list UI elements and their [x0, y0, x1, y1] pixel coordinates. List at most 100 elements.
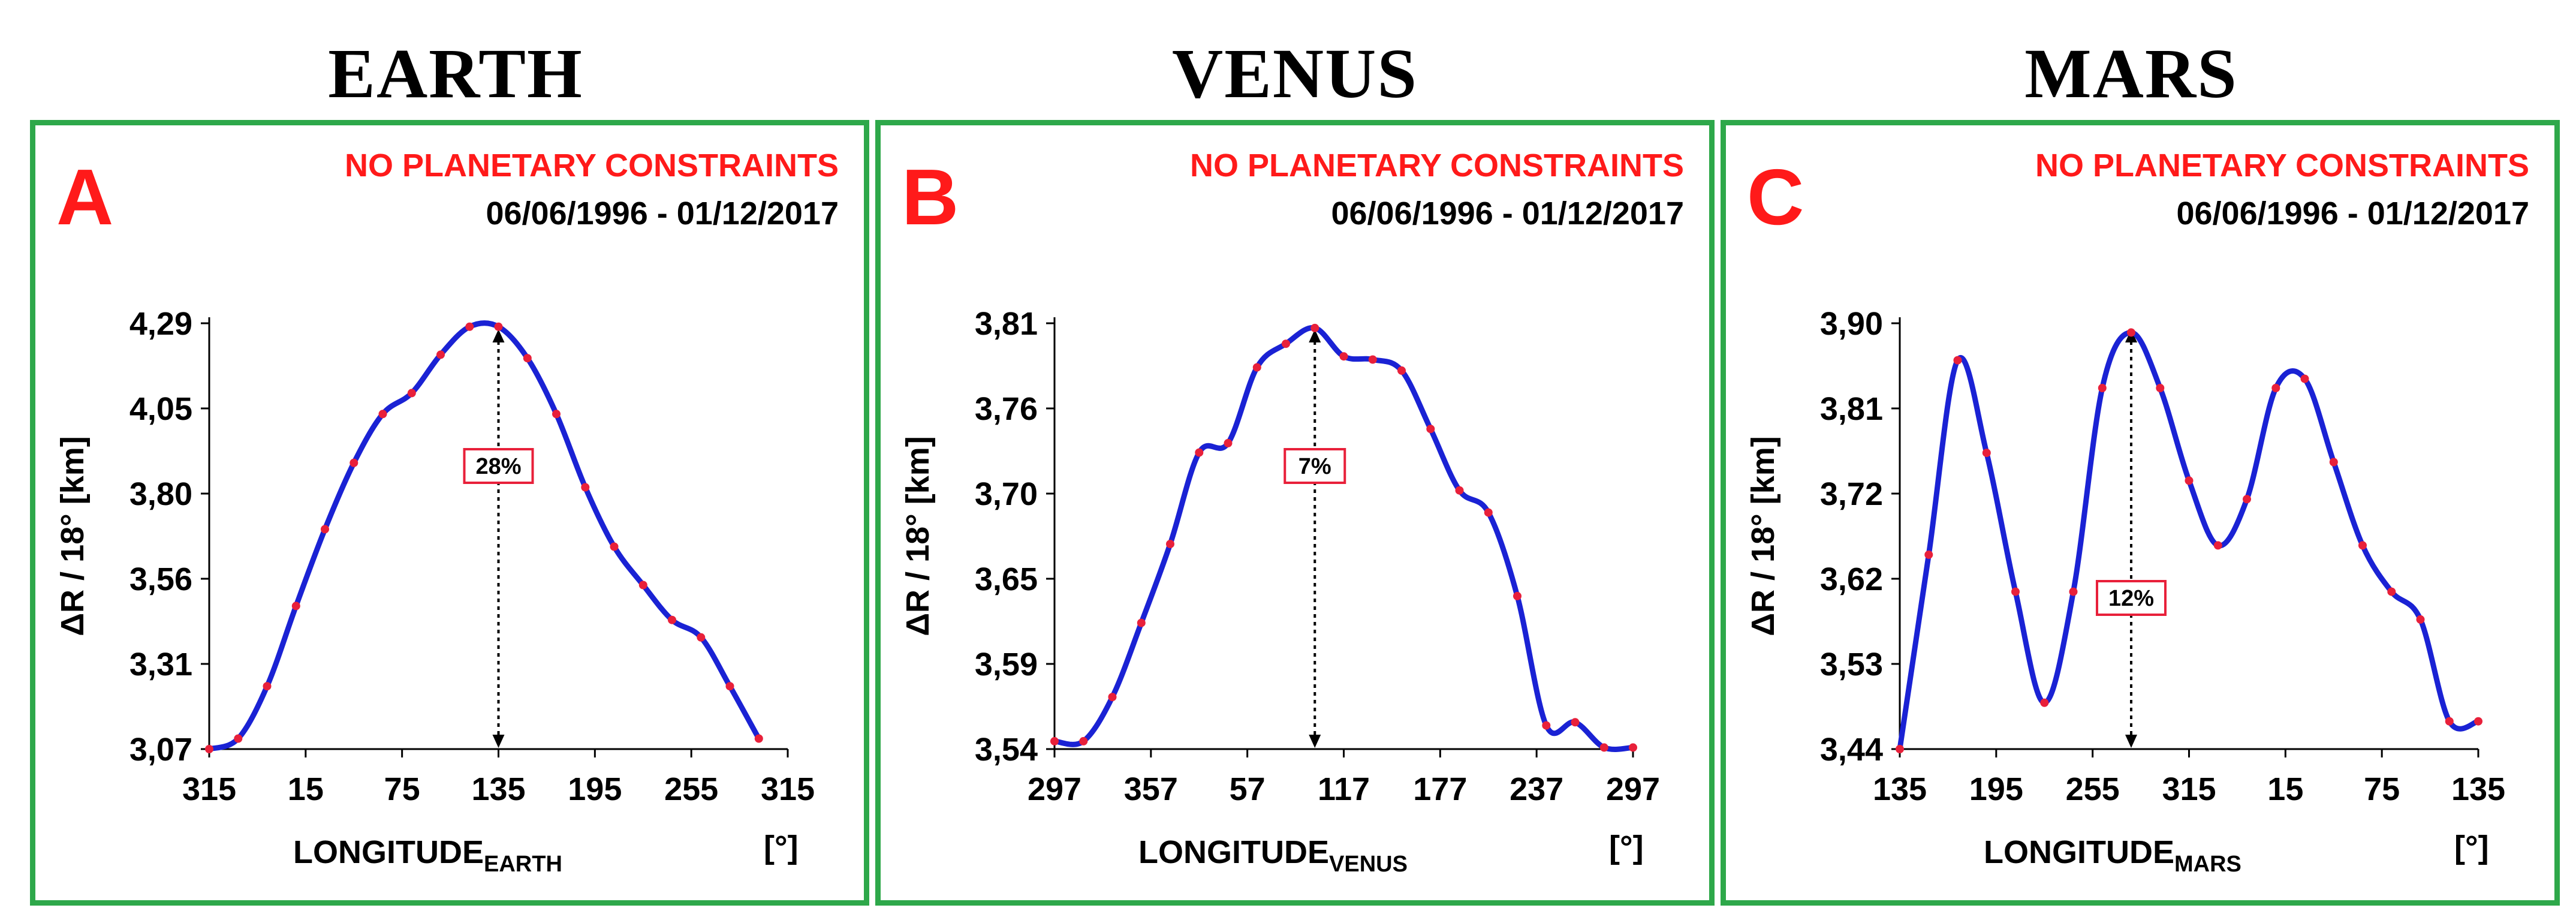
x-axis-label: LONGITUDEMARS	[1984, 834, 2241, 877]
data-point	[1953, 356, 1962, 365]
x-tick-label: 117	[1318, 771, 1370, 807]
data-point	[2445, 717, 2454, 726]
x-tick-label: 195	[568, 771, 622, 807]
x-axis-label: LONGITUDEVENUS	[1138, 834, 1408, 877]
data-point	[1224, 438, 1233, 447]
y-tick-label: 3,07	[129, 732, 192, 768]
data-point	[697, 633, 706, 642]
data-point	[2416, 615, 2425, 624]
data-point	[1195, 448, 1204, 457]
annotation-arrowhead-top	[1309, 329, 1321, 342]
data-point	[465, 322, 474, 331]
data-point	[1050, 736, 1059, 745]
x-tick-label: 315	[182, 771, 236, 807]
data-point	[2069, 587, 2078, 596]
constraint-label: NO PLANETARY CONSTRAINTS	[345, 148, 839, 184]
chart-panel-mars: C NO PLANETARY CONSTRAINTS 06/06/1996 - 01…	[1721, 120, 2560, 906]
y-tick-label: 3,81	[1820, 391, 1883, 427]
y-tick-label: 3,31	[129, 647, 192, 683]
y-axis-label: ΔR / 18° [km]	[900, 436, 936, 636]
data-point	[494, 322, 503, 331]
x-tick-label: 195	[1969, 771, 2023, 807]
chart-panel-venus: B NO PLANETARY CONSTRAINTS 06/06/1996 - 01…	[875, 120, 1715, 906]
data-point	[1599, 743, 1608, 752]
data-point	[2185, 476, 2194, 485]
data-point	[581, 483, 590, 492]
data-point	[725, 682, 734, 691]
planet-title-earth: EARTH	[328, 34, 583, 113]
x-tick-label: 255	[2066, 771, 2120, 807]
data-point	[610, 542, 619, 551]
annotation-box	[463, 448, 534, 484]
period-label: 06/06/1996 - 01/12/2017	[2176, 196, 2529, 231]
y-tick-label: 3,90	[1820, 306, 1883, 342]
constraint-label: NO PLANETARY CONSTRAINTS	[2035, 148, 2529, 184]
data-point	[1924, 550, 1933, 559]
data-point	[1484, 508, 1493, 517]
chart-earth: A NO PLANETARY CONSTRAINTS 06/06/1996 - 01…	[55, 148, 839, 877]
data-point	[2300, 374, 2309, 383]
y-tick-label: 3,76	[975, 391, 1038, 427]
y-tick-label: 3,72	[1820, 476, 1883, 512]
y-axis-label: ΔR / 18° [km]	[1745, 436, 1781, 636]
panel-letter: B	[902, 153, 959, 241]
y-tick-label: 3,70	[975, 476, 1038, 512]
data-point	[2127, 328, 2135, 337]
x-tick-label: 297	[1606, 771, 1660, 807]
data-point	[1108, 693, 1117, 702]
x-tick-label: 135	[471, 771, 525, 807]
chart-venus: B NO PLANETARY CONSTRAINTS 06/06/1996 - 01…	[900, 148, 1684, 877]
x-tick-label: 255	[664, 771, 718, 807]
chart-mars: C NO PLANETARY CONSTRAINTS 06/06/1996 - 01…	[1745, 148, 2529, 877]
data-point	[1542, 721, 1551, 730]
x-tick-label: 357	[1124, 771, 1178, 807]
x-tick-label: 135	[1873, 771, 1927, 807]
data-point	[350, 458, 358, 467]
annotation-arrowhead-top	[492, 329, 505, 342]
data-point	[378, 410, 387, 419]
data-point	[1079, 736, 1088, 745]
data-point	[2156, 384, 2165, 392]
data-point	[1571, 718, 1580, 727]
data-point	[291, 602, 300, 611]
annotation-label: 7%	[1298, 454, 1331, 479]
x-axis-label-subscript: EARTH	[484, 852, 562, 877]
y-tick-label: 4,05	[129, 391, 192, 427]
y-tick-label: 3,54	[975, 732, 1038, 768]
data-point	[407, 389, 416, 398]
chart-panel-earth: A NO PLANETARY CONSTRAINTS 06/06/1996 - 01…	[30, 120, 869, 906]
data-point	[263, 682, 272, 691]
data-point	[1137, 618, 1146, 627]
planet-title-mars: MARS	[2024, 34, 2238, 113]
x-tick-label: 75	[2364, 771, 2400, 807]
data-point	[668, 615, 676, 624]
x-axis-label-subscript: MARS	[2174, 852, 2241, 877]
annotation-arrowhead-bottom	[1309, 735, 1321, 748]
y-tick-label: 3,62	[1820, 561, 1883, 597]
data-point	[1513, 591, 1522, 600]
data-point	[638, 581, 647, 590]
x-axis-label: LONGITUDEEARTH	[293, 834, 562, 877]
data-point	[436, 350, 445, 359]
data-point	[2474, 717, 2482, 726]
data-point	[1426, 425, 1435, 434]
x-axis-unit: [°]	[2454, 829, 2489, 865]
data-point	[205, 745, 213, 753]
data-point	[1397, 366, 1406, 375]
data-point	[552, 410, 561, 419]
annotation-label: 12%	[2108, 586, 2154, 611]
data-point	[2098, 384, 2107, 392]
x-tick-label: 315	[2162, 771, 2216, 807]
data-point	[2358, 541, 2367, 550]
y-tick-label: 3,80	[129, 476, 192, 512]
x-axis-label-subscript: VENUS	[1329, 852, 1408, 877]
x-tick-label: 15	[288, 771, 324, 807]
y-axis-label: ΔR / 18° [km]	[55, 436, 91, 636]
y-tick-label: 3,59	[975, 647, 1038, 683]
y-tick-label: 3,65	[975, 561, 1038, 597]
series-line	[1897, 329, 2481, 752]
data-point	[1252, 363, 1261, 372]
series-line	[206, 320, 762, 752]
data-point	[1166, 540, 1174, 549]
constraint-label: NO PLANETARY CONSTRAINTS	[1190, 148, 1684, 184]
